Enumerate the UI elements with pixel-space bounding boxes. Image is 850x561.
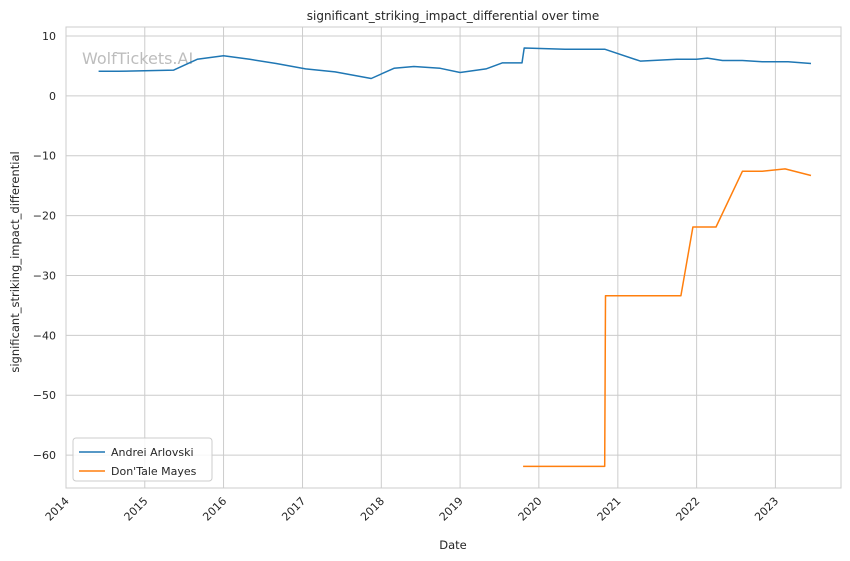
legend-box xyxy=(72,437,213,482)
legend-label-andrei-arlovski: Andrei Arlovski xyxy=(111,446,194,459)
plot-area-frame xyxy=(65,26,842,489)
x-axis-title: Date xyxy=(439,538,467,552)
y-tick-label: −60 xyxy=(33,449,56,462)
series-lines xyxy=(98,47,812,468)
grid xyxy=(65,27,841,488)
chart-title: significant_striking_impact_differential… xyxy=(307,9,599,23)
y-tick-label: 0 xyxy=(49,90,56,103)
y-axis-title: significant_striking_impact_differential xyxy=(8,151,22,372)
y-tick-label: −10 xyxy=(33,150,56,163)
y-tick-label: −40 xyxy=(33,329,56,342)
legend: Andrei Arlovski Don'Tale Mayes xyxy=(72,437,213,482)
watermark: WolfTickets.AI xyxy=(82,49,193,68)
y-tick-label: 10 xyxy=(42,30,56,43)
series-line-andrei-arlovski xyxy=(98,47,812,80)
y-tick-labels: 10 0 −10 −20 −30 −40 −50 −60 xyxy=(33,30,56,462)
series-line-don-tale-mayes xyxy=(523,168,812,468)
y-tick-label: −30 xyxy=(33,269,56,282)
y-tick-label: −50 xyxy=(33,389,56,402)
y-tick-label: −20 xyxy=(33,210,56,223)
legend-label-dontale-mayes: Don'Tale Mayes xyxy=(111,465,197,478)
